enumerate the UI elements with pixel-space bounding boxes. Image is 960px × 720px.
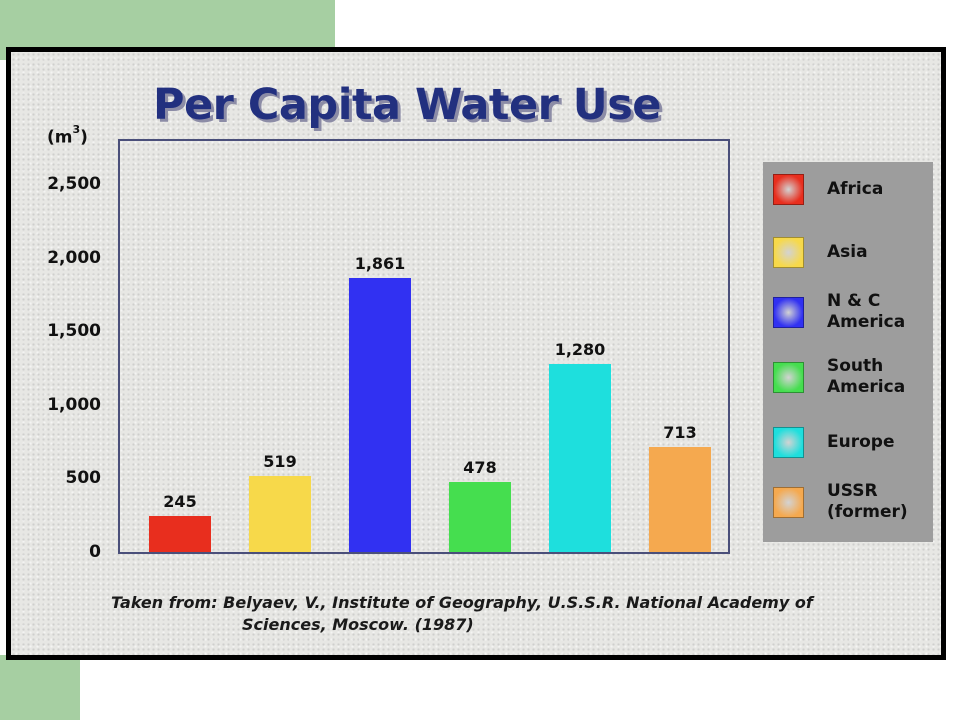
y-tick-label: 500 bbox=[65, 468, 102, 489]
bar-n-c-america bbox=[349, 278, 411, 552]
bar-value-label: 1,861 bbox=[354, 254, 406, 274]
plot-area: 245 519 1,861 478 1,280 713 bbox=[118, 139, 730, 554]
legend-label-europe: Europe bbox=[827, 432, 895, 452]
legend-label-n-c-america: N & C America bbox=[827, 291, 906, 332]
bar-europe bbox=[549, 363, 611, 552]
bar-value-label: 1,280 bbox=[554, 339, 606, 359]
legend-label-south-america: South America bbox=[827, 356, 906, 397]
legend-label-ussr-former: USSR (former) bbox=[827, 481, 908, 522]
y-tick-label: 0 bbox=[89, 542, 101, 562]
legend-label-africa: Africa bbox=[827, 179, 884, 199]
legend-swatch-ussr-former bbox=[773, 487, 804, 518]
legend-swatch-africa bbox=[773, 174, 804, 205]
bar-ussr-former bbox=[649, 447, 711, 552]
bar-africa bbox=[149, 515, 211, 552]
bar-value-label: 478 bbox=[463, 457, 497, 477]
bar-value-label: 245 bbox=[163, 491, 197, 511]
legend-swatch-south-america bbox=[773, 362, 804, 393]
citation-line-1: Taken from: Belyaev, V., Institute of Ge… bbox=[111, 593, 813, 612]
bar-south-america bbox=[449, 481, 511, 552]
y-tick-label: 1,000 bbox=[47, 394, 101, 415]
chart-title: Per Capita Water Use bbox=[153, 80, 661, 130]
bar-value-label: 713 bbox=[663, 423, 697, 443]
y-tick-label: 2,500 bbox=[47, 174, 101, 194]
legend-swatch-asia bbox=[773, 237, 804, 268]
y-tick-label: 1,500 bbox=[47, 321, 101, 342]
unit-close: ) bbox=[80, 127, 88, 148]
unit-superscript: 3 bbox=[72, 123, 81, 136]
legend-swatch-europe bbox=[773, 427, 804, 458]
source-citation: Taken from: Belyaev, V., Institute of Ge… bbox=[111, 592, 931, 636]
bar-value-label: 519 bbox=[263, 451, 297, 471]
legend: Africa Asia N & C America South America Euro… bbox=[763, 162, 933, 542]
decorative-green-block-bottom bbox=[0, 655, 80, 720]
unit-text: (m bbox=[47, 127, 73, 148]
bar-asia bbox=[249, 475, 311, 552]
chart-slide: Per Capita Water Use (m3) 2,500 2,000 1,50… bbox=[6, 47, 946, 660]
y-axis-unit-label: (m3) bbox=[47, 123, 88, 148]
legend-swatch-n-c-america bbox=[773, 297, 804, 328]
y-tick-label: 2,000 bbox=[47, 247, 101, 268]
legend-label-asia: Asia bbox=[827, 242, 868, 262]
citation-line-2: Sciences, Moscow. (1987) bbox=[242, 615, 474, 634]
